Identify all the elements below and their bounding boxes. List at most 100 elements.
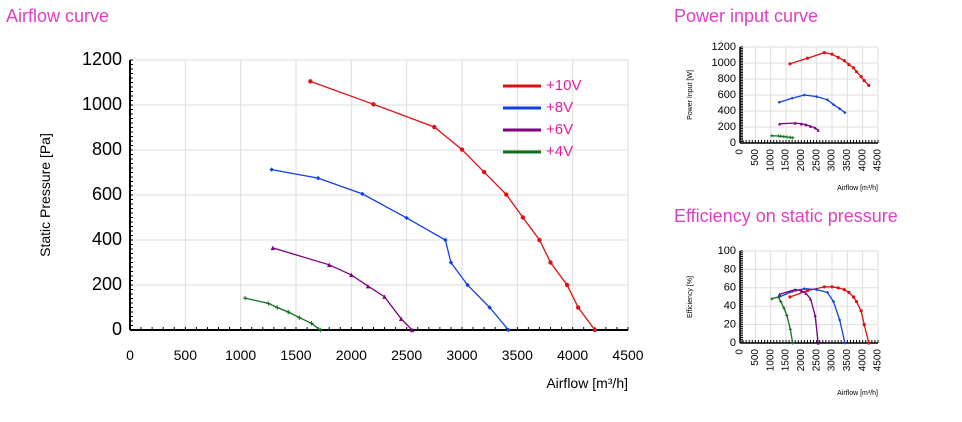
x-tick-label: 4000 [557,347,588,363]
data-point [308,79,313,84]
data-point [592,327,597,333]
y-tick-label: 20 [724,319,736,331]
series-line-p4V [771,296,794,344]
x-tick-label: 3000 [827,349,838,372]
data-point [847,63,851,67]
data-point [859,75,863,79]
data-point [830,285,834,289]
x-axis-label: Airflow [m³/h] [837,390,878,397]
data-point [790,96,794,100]
data-point [432,124,437,130]
x-tick-label: 2500 [811,149,822,172]
data-point [790,289,794,294]
data-point [788,295,792,299]
data-point [815,288,819,292]
x-axis-label: Airflow [m³/h] [546,375,628,391]
data-point [448,260,454,265]
y-tick-label: 1200 [712,41,736,53]
data-point [862,79,866,83]
x-tick-label: 3500 [502,347,533,363]
data-point [862,323,866,327]
data-point [770,297,774,301]
x-tick-label: 1500 [781,349,792,372]
data-point [805,56,810,60]
x-tick-label: 500 [750,149,761,166]
y-tick-label: 200 [92,274,122,294]
data-point [270,245,275,251]
data-point [371,102,376,107]
data-point [360,191,365,197]
series-line-p10V [310,80,596,331]
data-point [382,294,387,299]
data-point [398,316,404,321]
data-point [805,288,810,293]
power-chart: 0 500 1000 1500 2000 2500 3000 3500 4000 4500 0 200… [687,41,884,192]
data-point [777,122,782,126]
efficiency-chart-title: Efficiency on static pressure [674,206,898,226]
data-point [816,341,820,345]
data-point [242,295,248,301]
x-tick-label: 4000 [857,349,868,372]
data-point [813,126,817,130]
y-tick-label: 800 [92,139,122,159]
data-point [815,95,819,99]
data-point [782,306,786,310]
data-point [851,66,856,70]
data-point [548,260,553,265]
data-point [822,285,826,289]
data-point [349,272,354,278]
x-tick-label: 3000 [827,149,838,172]
legend-label: +8V [546,99,573,116]
data-point [843,111,847,115]
data-point [799,122,803,126]
series-line-p4V [244,297,321,331]
data-point [327,262,332,267]
data-point [854,70,859,74]
series-line-p6V [272,247,413,331]
y-tick-label: 80 [724,263,736,275]
data-point [576,305,581,310]
airflow-chart-title: Airflow curve [6,6,110,26]
data-point [854,300,859,304]
x-tick-label: 2500 [391,347,422,363]
data-point [788,327,792,331]
data-point [830,52,834,56]
data-point [777,100,781,104]
series-line-p10V [789,286,870,344]
data-point [822,51,826,55]
x-tick-label: 3500 [842,349,853,372]
x-tick-label: 2500 [811,349,822,372]
data-point [537,237,542,243]
data-point [851,295,856,299]
y-axis-label: Static Pressure [Pa] [37,133,53,257]
data-point [785,135,789,139]
x-tick-label: 0 [735,349,746,355]
data-point [831,300,836,304]
x-tick-label: 0 [126,347,134,363]
data-point [842,59,846,63]
y-tick-label: 600 [92,184,122,204]
data-point [799,288,803,293]
data-point [825,290,829,294]
y-tick-label: 0 [112,319,122,339]
data-point [274,305,280,310]
y-tick-label: 1000 [712,57,736,69]
y-tick-label: 1000 [82,94,122,114]
data-point [816,128,820,132]
series-line-p8V [271,168,509,331]
data-point [802,287,806,291]
x-tick-label: 3000 [446,347,477,363]
data-point [770,134,774,138]
data-point [867,83,871,87]
y-tick-label: 200 [718,121,736,133]
data-point [315,175,321,181]
data-point [297,315,302,320]
data-point [266,301,271,306]
data-point [842,288,846,292]
data-point [779,134,783,138]
x-tick-label: 2000 [796,349,807,372]
data-point [459,147,465,152]
data-point [804,123,808,127]
data-point [791,136,795,140]
y-tick-label: 0 [730,137,736,149]
